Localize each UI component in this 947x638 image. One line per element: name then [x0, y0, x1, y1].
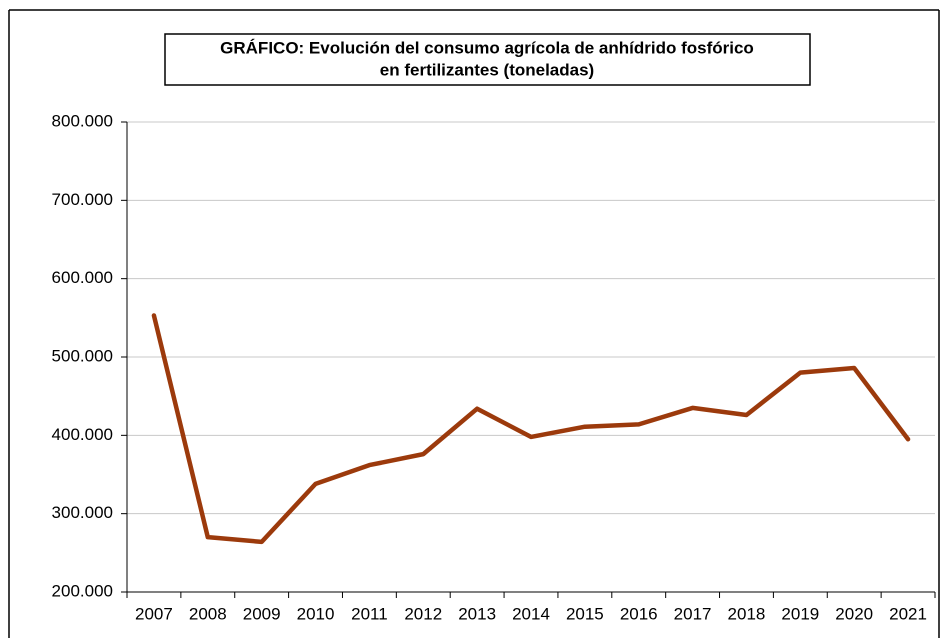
x-tick-label: 2012 — [404, 604, 442, 623]
data-line — [151, 313, 911, 545]
x-tick-label: 2014 — [512, 604, 550, 623]
x-tick-label: 2008 — [189, 604, 227, 623]
y-tick-label: 300.000 — [52, 503, 113, 522]
x-tick-label: 2016 — [620, 604, 658, 623]
y-tick-label: 700.000 — [52, 190, 113, 209]
y-tick-label: 500.000 — [52, 346, 113, 365]
x-tick-label: 2019 — [781, 604, 819, 623]
x-tick-label: 2011 — [351, 604, 388, 623]
y-tick-label: 800.000 — [52, 111, 113, 130]
chart-title: GRÁFICO: Evolución del consumo agrícola … — [220, 38, 754, 57]
x-tick-label: 2013 — [458, 604, 496, 623]
x-tick-label: 2021 — [889, 604, 927, 623]
x-tick-label: 2020 — [835, 604, 873, 623]
x-tick-label: 2015 — [566, 604, 604, 623]
x-tick-label: 2010 — [297, 604, 335, 623]
title-box — [164, 33, 811, 86]
y-tick-label: 200.000 — [52, 581, 113, 600]
y-tick-label: 400.000 — [52, 425, 113, 444]
x-tick-label: 2007 — [135, 604, 173, 623]
x-tick-label: 2018 — [728, 604, 766, 623]
chart-title: en fertilizantes (toneladas) — [380, 60, 594, 79]
x-tick-label: 2009 — [243, 604, 281, 623]
x-tick-label: 2017 — [674, 604, 712, 623]
y-tick-label: 600.000 — [52, 268, 113, 287]
